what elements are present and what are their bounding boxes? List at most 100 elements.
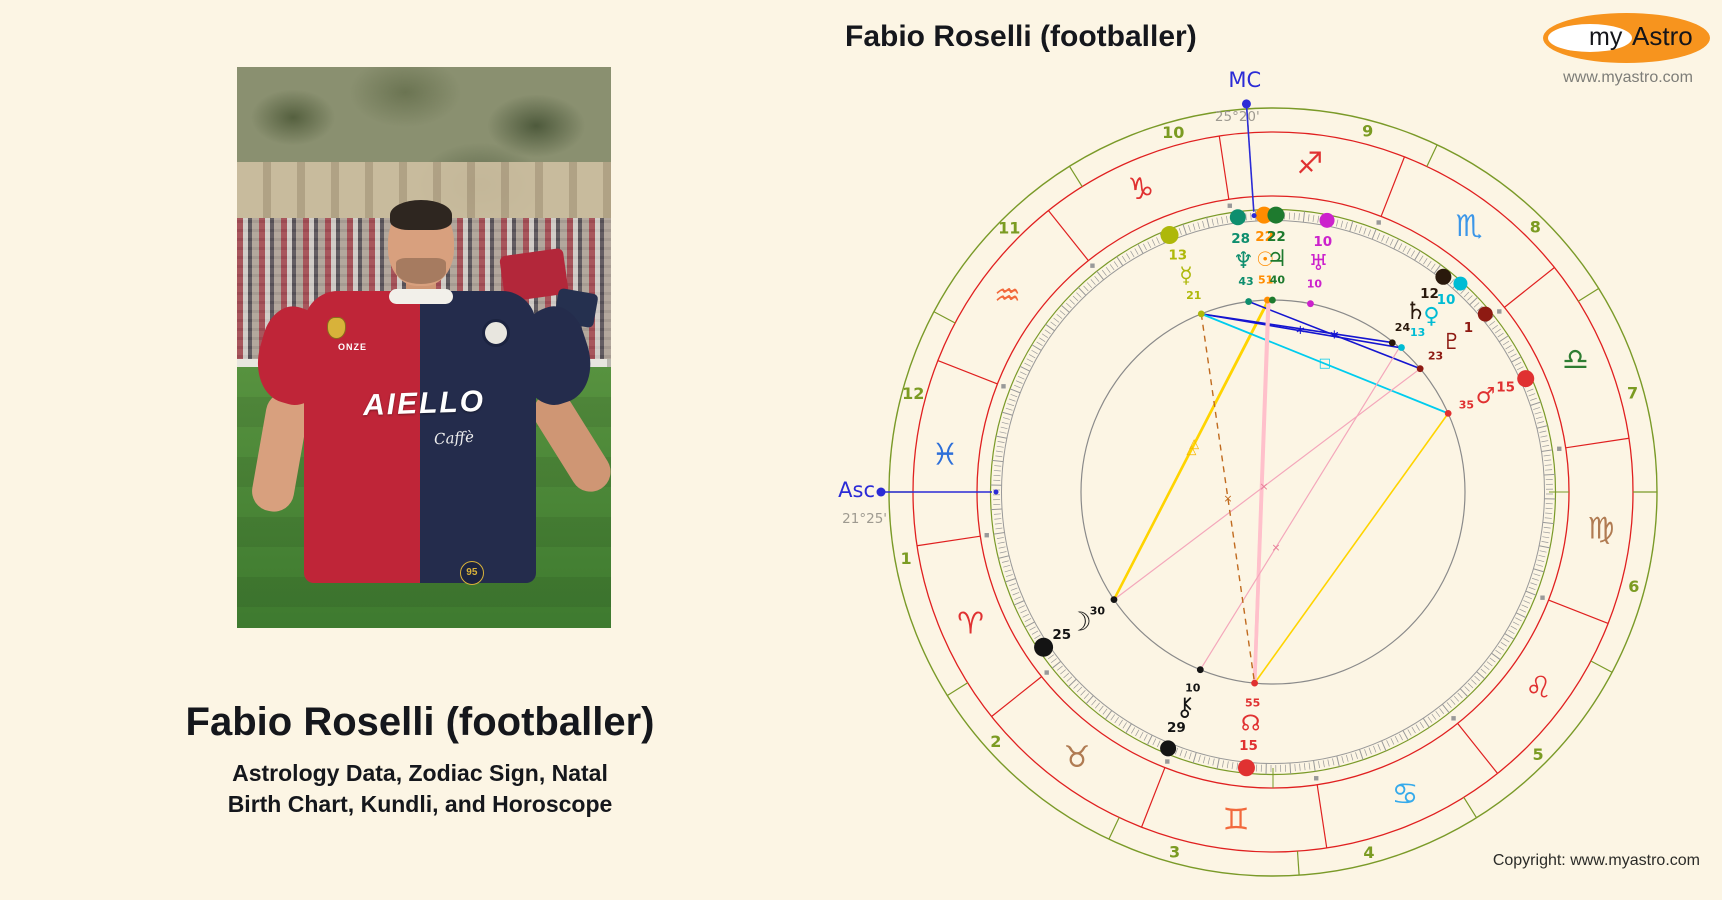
degree-tick (1094, 702, 1100, 709)
degree-tick (1312, 214, 1315, 222)
subtitle-line-1: Astrology Data, Zodiac Sign, Natal (232, 760, 608, 786)
logo-website-url[interactable]: www.myastro.com (1563, 69, 1693, 86)
degree-tick (1202, 756, 1206, 764)
aspect-line-moon-jupiter (1112, 299, 1270, 601)
degree-tick (1411, 726, 1416, 734)
degree-tick (1289, 762, 1292, 774)
neptune-inner-dot (1245, 298, 1253, 305)
degree-tick (1398, 243, 1403, 250)
pluto-degree: 1 (1464, 320, 1473, 336)
uranus-minute: 10 (1307, 278, 1323, 291)
degree-tick (1221, 216, 1224, 224)
degree-tick (1463, 291, 1470, 298)
degree-tick (1535, 416, 1543, 419)
degree-tick (998, 555, 1010, 559)
degree-tick (1415, 724, 1420, 731)
degree-tick (1528, 586, 1536, 591)
degree-tick (1441, 703, 1450, 714)
degree-tick (997, 441, 1005, 443)
degree-tick (1134, 248, 1139, 255)
uranus-ring-dot (1319, 212, 1335, 228)
degree-tick (1508, 629, 1515, 635)
degree-tick (1116, 256, 1124, 267)
degree-tick (1505, 345, 1512, 350)
degree-tick (1318, 761, 1320, 769)
zodiac-sign-leo-icon: ♌ (1525, 670, 1552, 705)
degree-tick (1486, 661, 1493, 667)
degree-tick (1098, 705, 1104, 712)
degree-tick (1184, 750, 1188, 758)
jupiter-glyph-icon: ♃ (1267, 246, 1288, 272)
degree-tick (1533, 407, 1541, 410)
venus-degree: 10 (1437, 292, 1456, 308)
house-number-7: 7 (1627, 383, 1638, 402)
degree-tick (1541, 541, 1549, 543)
sign-boundary-line (1565, 437, 1630, 449)
degree-tick (1327, 759, 1330, 767)
degree-tick (1207, 757, 1210, 765)
sun-glyph-icon: ☉ (1256, 247, 1274, 271)
degree-tick (1298, 213, 1300, 221)
myastro-logo[interactable]: my Astro (1543, 13, 1710, 63)
degree-tick (1467, 295, 1473, 301)
zodiac-sign-scorpio-icon: ♏ (1455, 209, 1482, 244)
node-minute: 55 (1245, 697, 1260, 710)
degree-tick (1449, 278, 1455, 285)
mc-degree-text: 25°20' (1215, 109, 1260, 125)
mars-ring-dot (1517, 370, 1535, 388)
house-cusp-mark (1069, 166, 1083, 188)
degree-tick (1026, 358, 1034, 363)
mercury-glyph-icon: ☿ (1179, 263, 1193, 288)
degree-tick (1406, 247, 1411, 255)
aspect-line-mercury-venus (1201, 313, 1400, 349)
sign-boundary-marker (1165, 759, 1170, 764)
degree-tick (1539, 430, 1547, 433)
house-number-11: 11 (998, 219, 1020, 238)
degree-tick (1544, 464, 1552, 466)
degree-tick (1459, 688, 1469, 697)
degree-tick (1090, 279, 1096, 285)
degree-tick (1539, 550, 1547, 553)
degree-tick (1525, 595, 1532, 600)
degree-tick (1188, 224, 1191, 232)
degree-tick (1020, 609, 1027, 614)
degree-tick (1018, 605, 1025, 609)
degree-tick (1156, 740, 1161, 748)
aspect-symbol: × (1271, 541, 1280, 554)
degree-tick (1537, 559, 1545, 563)
degree-tick (1056, 313, 1063, 319)
degree-tick (996, 537, 1004, 539)
copyright-text: Copyright: www.myastro.com (1492, 852, 1700, 869)
sign-boundary-line (991, 676, 1042, 717)
neptune-ring-dot (1229, 209, 1246, 226)
photo-jersey-number: 95 (459, 560, 484, 585)
logo-white-ellipse (1548, 24, 1632, 52)
degree-tick (1083, 285, 1089, 292)
degree-tick (1543, 531, 1551, 534)
degree-tick (1410, 250, 1416, 257)
degree-tick (1544, 459, 1552, 462)
degree-tick (1029, 626, 1036, 631)
mars-glyph-icon: ♂ (1476, 384, 1496, 409)
mc-inner-dot (1251, 213, 1257, 219)
degree-tick (1216, 217, 1219, 225)
logo-word-my: my (1589, 23, 1623, 51)
degree-tick (1516, 366, 1524, 371)
degree-tick (1433, 264, 1442, 274)
house-cusp-mark (1590, 660, 1613, 673)
degree-tick (1122, 722, 1127, 729)
aspect-symbol: □ (1319, 356, 1331, 371)
venus-inner-dot (1398, 344, 1405, 351)
degree-tick (1354, 224, 1358, 232)
degree-tick (1364, 749, 1368, 756)
degree-tick (1014, 596, 1022, 600)
house-number-8: 8 (1530, 217, 1541, 236)
mars-inner-dot (1444, 409, 1452, 417)
degree-tick (1373, 745, 1377, 753)
degree-tick (1007, 403, 1015, 407)
degree-tick (995, 450, 1003, 453)
degree-tick (1039, 337, 1046, 342)
mercury-minute: 21 (1186, 289, 1201, 302)
photo-collar (389, 288, 453, 304)
